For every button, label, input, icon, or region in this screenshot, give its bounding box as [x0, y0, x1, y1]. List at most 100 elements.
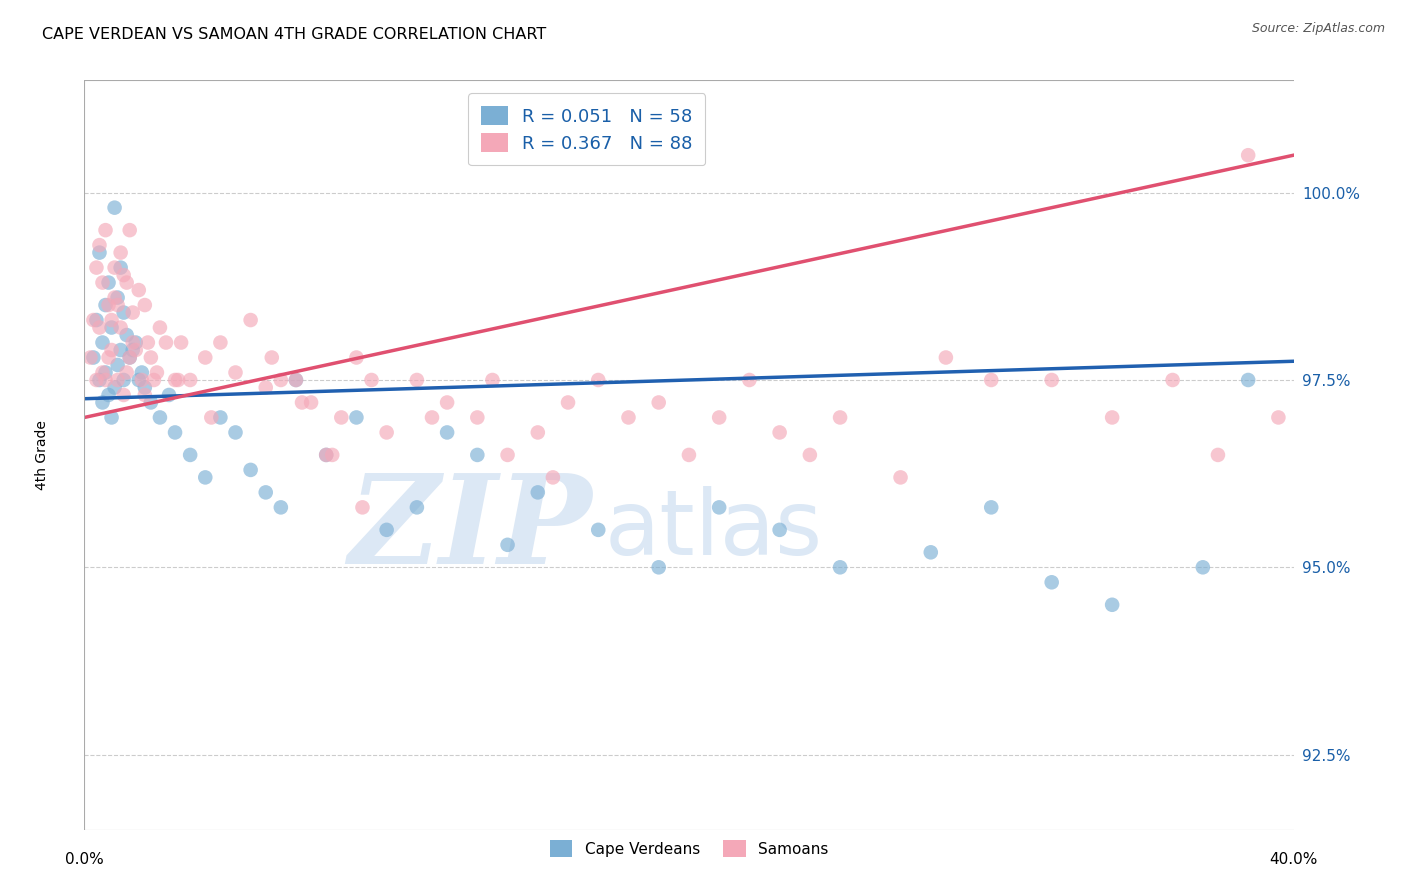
- Point: [980, 373, 1002, 387]
- Point: [1101, 598, 1123, 612]
- Point: [121, 343, 143, 357]
- Point: [86, 373, 108, 387]
- Point: [86, 313, 108, 327]
- Legend: Cape Verdeans, Samoans: Cape Verdeans, Samoans: [544, 834, 834, 863]
- Point: [94, 373, 117, 387]
- Point: [225, 425, 247, 440]
- Point: [100, 343, 122, 357]
- Point: [91, 395, 114, 409]
- Point: [270, 373, 292, 387]
- Point: [139, 351, 162, 365]
- Point: [588, 373, 610, 387]
- Point: [1192, 560, 1215, 574]
- Point: [830, 560, 852, 574]
- Point: [291, 395, 314, 409]
- Point: [115, 328, 138, 343]
- Point: [1237, 373, 1260, 387]
- Point: [617, 410, 640, 425]
- Point: [375, 523, 398, 537]
- Point: [94, 298, 117, 312]
- Point: [260, 351, 283, 365]
- Point: [82, 313, 104, 327]
- Point: [346, 351, 368, 365]
- Point: [115, 276, 138, 290]
- Point: [738, 373, 761, 387]
- Point: [167, 373, 190, 387]
- Point: [254, 380, 277, 394]
- Point: [209, 410, 232, 425]
- Point: [179, 373, 201, 387]
- Point: [648, 395, 671, 409]
- Point: [97, 276, 120, 290]
- Point: [285, 373, 308, 387]
- Point: [406, 500, 429, 515]
- Point: [89, 238, 111, 252]
- Point: [94, 223, 117, 237]
- Point: [157, 388, 180, 402]
- Point: [1040, 575, 1063, 590]
- Point: [170, 335, 193, 350]
- Point: [799, 448, 821, 462]
- Point: [134, 380, 156, 394]
- Point: [179, 448, 201, 462]
- Point: [121, 305, 143, 319]
- Point: [131, 366, 153, 380]
- Point: [142, 373, 165, 387]
- Point: [125, 335, 148, 350]
- Point: [118, 351, 141, 365]
- Point: [254, 485, 277, 500]
- Point: [100, 313, 122, 327]
- Point: [285, 373, 308, 387]
- Point: [128, 373, 150, 387]
- Point: [155, 335, 177, 350]
- Point: [128, 283, 150, 297]
- Point: [112, 388, 135, 402]
- Point: [239, 313, 262, 327]
- Point: [115, 366, 138, 380]
- Point: [890, 470, 912, 484]
- Text: 0.0%: 0.0%: [65, 852, 104, 867]
- Point: [91, 335, 114, 350]
- Point: [110, 260, 132, 275]
- Point: [980, 500, 1002, 515]
- Point: [830, 410, 852, 425]
- Point: [648, 560, 671, 574]
- Point: [104, 260, 127, 275]
- Point: [920, 545, 942, 559]
- Point: [97, 388, 120, 402]
- Point: [112, 373, 135, 387]
- Point: [107, 373, 129, 387]
- Point: [352, 500, 374, 515]
- Point: [1040, 373, 1063, 387]
- Point: [118, 223, 141, 237]
- Point: [110, 343, 132, 357]
- Point: [82, 351, 104, 365]
- Point: [467, 448, 489, 462]
- Point: [209, 335, 232, 350]
- Point: [1206, 448, 1229, 462]
- Point: [1161, 373, 1184, 387]
- Point: [97, 351, 120, 365]
- Point: [588, 523, 610, 537]
- Point: [436, 395, 458, 409]
- Point: [134, 388, 156, 402]
- Point: [149, 410, 172, 425]
- Point: [1101, 410, 1123, 425]
- Point: [769, 523, 792, 537]
- Point: [1237, 148, 1260, 162]
- Point: [146, 366, 169, 380]
- Point: [321, 448, 343, 462]
- Point: [239, 463, 262, 477]
- Point: [330, 410, 353, 425]
- Point: [406, 373, 429, 387]
- Point: [89, 320, 111, 334]
- Point: [165, 373, 187, 387]
- Point: [110, 320, 132, 334]
- Point: [420, 410, 443, 425]
- Point: [709, 500, 731, 515]
- Point: [100, 320, 122, 334]
- Point: [125, 343, 148, 357]
- Point: [86, 260, 108, 275]
- Point: [225, 366, 247, 380]
- Point: [121, 335, 143, 350]
